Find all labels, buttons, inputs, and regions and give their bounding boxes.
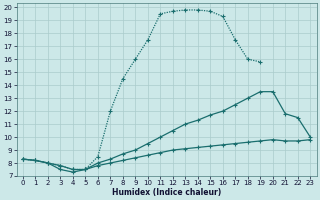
X-axis label: Humidex (Indice chaleur): Humidex (Indice chaleur) — [112, 188, 221, 197]
